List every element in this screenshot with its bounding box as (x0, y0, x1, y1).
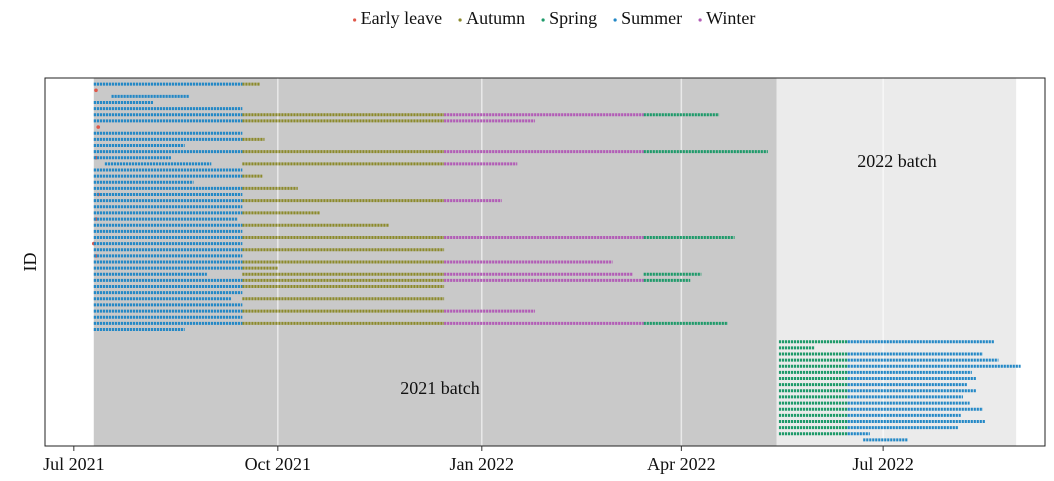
x-tick-label: Jan 2022 (450, 454, 515, 474)
x-tick-label: Jul 2022 (852, 454, 914, 474)
legend-label: Spring (549, 8, 597, 28)
legend-item: Spring (541, 8, 597, 28)
event-dot (96, 125, 101, 129)
legend-item: Autumn (458, 8, 525, 28)
overlay: 2021 batch 2022 batch Jul 2021 Oct 2021 Jan … (43, 8, 1046, 474)
event-dot (94, 88, 98, 93)
legend-marker (613, 18, 617, 22)
plot-frame (44, 77, 1046, 447)
legend-item: Winter (698, 8, 755, 28)
legend-label: Summer (621, 8, 682, 28)
legend-marker (698, 18, 702, 22)
legend-label: Early leave (361, 8, 442, 28)
y-axis-label: ID (20, 253, 40, 272)
legend-marker (541, 18, 545, 22)
marks (91, 82, 1021, 442)
legend-item: Early leave (353, 8, 442, 28)
legend-marker (458, 18, 462, 22)
legend-label: Autumn (466, 8, 525, 28)
legend-item: Summer (613, 8, 682, 28)
bands (93, 78, 1017, 446)
band-label: 2021 batch (400, 378, 479, 398)
x-tick-label: Apr 2022 (647, 454, 716, 474)
x-tick-label: Oct 2021 (245, 454, 312, 474)
legend-marker (353, 18, 357, 22)
band-label: 2022 batch (857, 151, 936, 171)
legend-label: Winter (706, 8, 755, 28)
x-tick-label: Jul 2021 (43, 454, 105, 474)
